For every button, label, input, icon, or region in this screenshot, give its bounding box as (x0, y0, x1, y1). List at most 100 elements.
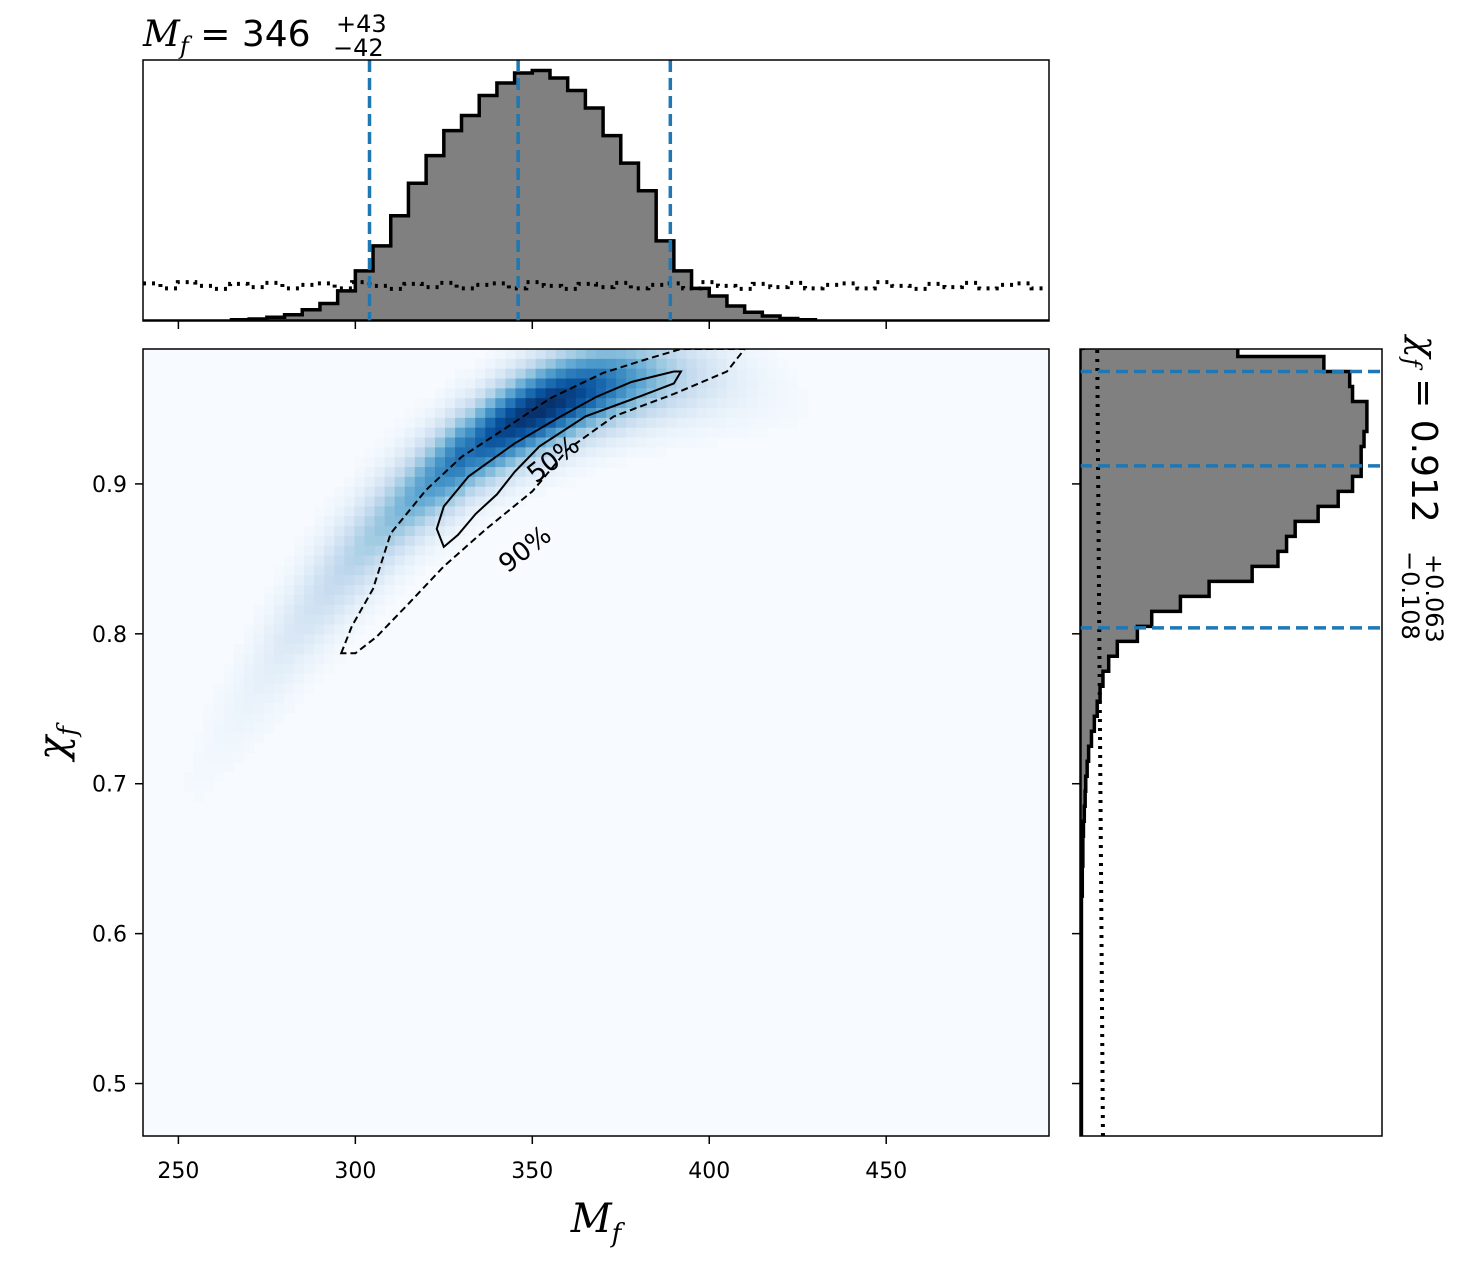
heatmap-cell (404, 417, 416, 429)
heatmap-cell (575, 398, 587, 409)
heatmap-cell (555, 358, 567, 370)
heatmap-cell (555, 408, 567, 419)
heatmap-cell (757, 368, 768, 380)
heatmap-cell (676, 398, 688, 409)
heatmap-cell (384, 457, 396, 468)
heatmap-cell (294, 565, 305, 576)
heatmap-cell (525, 358, 537, 370)
heatmap-cell (535, 457, 547, 468)
heatmap-cell (455, 506, 466, 517)
heatmap-cell (414, 526, 426, 537)
heatmap-cell (304, 555, 315, 567)
heatmap-cell (535, 427, 547, 439)
heatmap-cell (626, 447, 637, 458)
heatmap-cell (736, 358, 748, 370)
heatmap-cell (495, 437, 506, 448)
heatmap-cell (757, 358, 768, 370)
heatmap-cell (616, 388, 627, 399)
heatmap-cell (394, 545, 406, 557)
heatmap-cell (364, 545, 376, 557)
heatmap-cell (585, 417, 597, 429)
heatmap-cell (445, 388, 456, 399)
heatmap-cell (334, 526, 345, 537)
heatmap-cell (706, 388, 718, 399)
heatmap-cell (324, 594, 335, 606)
heatmap-cell (495, 467, 506, 478)
heatmap-cell (596, 358, 607, 370)
heatmap-cell (535, 378, 547, 389)
heatmap-cell (294, 634, 305, 645)
heatmap-cell (636, 358, 647, 370)
heatmap-cell (495, 427, 506, 439)
svg-text:χf = 0.912: χf = 0.912 (1398, 333, 1444, 523)
heatmap-cell (777, 368, 788, 380)
heatmap-cell (757, 408, 768, 419)
heatmap-cell (485, 388, 496, 399)
heatmap-cell (676, 427, 688, 439)
heatmap-cell (545, 447, 557, 458)
heatmap-cell (676, 378, 688, 389)
heatmap-cell (324, 585, 335, 596)
heatmap-cell (344, 594, 355, 606)
heatmap-cell (505, 486, 517, 498)
heatmap-cell (455, 368, 466, 380)
heatmap-cell (757, 378, 768, 389)
heatmap-cell (404, 535, 416, 547)
heatmap-cell (585, 427, 597, 439)
heatmap-cell (263, 673, 275, 685)
heatmap-cell (555, 476, 567, 488)
heatmap-cell (515, 447, 527, 458)
heatmap-cell (354, 496, 366, 507)
heatmap-cell (465, 408, 476, 419)
heatmap-cell (787, 368, 798, 380)
x-tick-label: 300 (334, 1159, 376, 1184)
heatmap-cell (374, 585, 386, 596)
heatmap-cell (404, 526, 416, 537)
heatmap-cell (414, 555, 426, 567)
heatmap-cell (414, 447, 426, 458)
heatmap-cell (354, 476, 366, 488)
heatmap-cell (455, 496, 466, 507)
heatmap-cell (616, 427, 627, 439)
heatmap-cell (414, 506, 426, 517)
heatmap-cell (545, 437, 557, 448)
heatmap-cell (736, 378, 748, 389)
heatmap-cell (243, 693, 255, 704)
heatmap-cell (273, 693, 285, 704)
heatmap-cell (495, 408, 506, 419)
heatmap-cell (394, 506, 406, 517)
top-title: Mf = 346 (142, 14, 311, 60)
heatmap-cell (726, 388, 738, 399)
heatmap-cell (485, 476, 496, 488)
heatmap-cell (596, 378, 607, 389)
heatmap-cell (606, 398, 617, 409)
top-panel-frame (142, 59, 1050, 322)
heatmap-cell (515, 408, 527, 419)
heatmap-cell (273, 585, 285, 596)
heatmap-cell (233, 693, 245, 704)
heatmap-cell (626, 388, 637, 399)
heatmap-cell (465, 378, 476, 389)
heatmap-cell (394, 486, 406, 498)
heatmap-cell (636, 388, 647, 399)
heatmap-cell (747, 427, 758, 439)
heatmap-cell (555, 417, 567, 429)
heatmap-cell (485, 378, 496, 389)
heatmap-cell (596, 447, 607, 458)
heatmap-cell (666, 358, 678, 370)
heatmap-cell (334, 535, 345, 547)
heatmap-cell (424, 526, 436, 537)
heatmap-cell (565, 368, 577, 380)
heatmap-cell (575, 437, 587, 448)
heatmap-cell (203, 732, 215, 744)
heatmap-cell (243, 712, 255, 724)
heatmap-cell (374, 457, 386, 468)
heatmap-cell (757, 427, 768, 439)
heatmap-cell (334, 604, 345, 616)
heatmap-cell (394, 535, 406, 547)
heatmap-cell (696, 358, 708, 370)
heatmap-cell (747, 408, 758, 419)
heatmap-cell (344, 506, 355, 517)
heatmap-cell (515, 476, 527, 488)
heatmap-cell (777, 358, 788, 370)
